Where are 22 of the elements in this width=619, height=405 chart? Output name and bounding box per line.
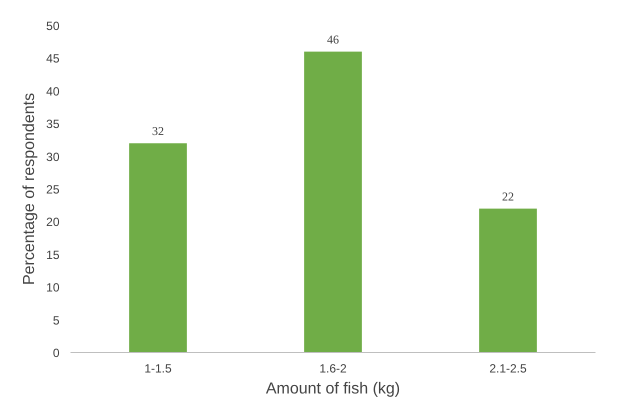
- y-tick-label: 40: [46, 84, 60, 98]
- bar: [479, 208, 537, 352]
- x-tick-label: 1.6-2: [319, 362, 347, 376]
- y-tick-label: 30: [46, 150, 60, 164]
- y-tick-label: 15: [46, 248, 60, 262]
- y-tick-label: 5: [52, 313, 60, 328]
- y-tick-label: 35: [46, 117, 60, 132]
- y-tick-label: 25: [46, 182, 60, 196]
- y-tick-label: 45: [46, 52, 60, 66]
- y-tick-label: 20: [46, 215, 60, 230]
- y-tick-label: 10: [46, 280, 60, 295]
- y-axis-title: Percentage of respondents: [21, 92, 38, 286]
- x-tick-label: 2.1-2.5: [489, 362, 528, 376]
- bar: [129, 143, 187, 352]
- x-tick-label: 1-1.5: [144, 362, 172, 376]
- y-tick-label: 0: [52, 346, 60, 360]
- data-label: 46: [327, 32, 339, 47]
- x-axis-title: Amount of fish (kg): [266, 380, 400, 398]
- data-label: 22: [502, 190, 514, 204]
- bar: [304, 52, 362, 352]
- data-label: 32: [152, 124, 164, 138]
- y-tick-label: 50: [46, 19, 60, 33]
